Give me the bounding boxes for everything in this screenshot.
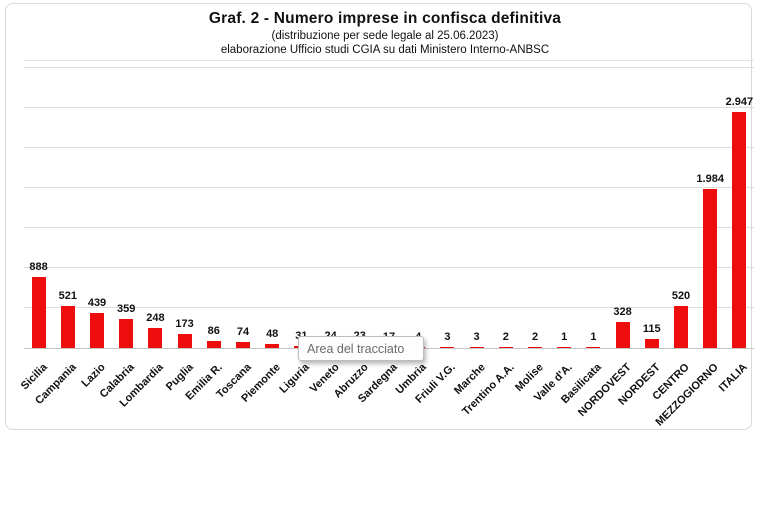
bar-Marche[interactable]: [469, 346, 484, 348]
bar-value-label: 74: [236, 326, 250, 339]
bar-Lombardia[interactable]: [148, 328, 163, 348]
bar-value-label: 328: [613, 305, 632, 318]
bar-value-label: 1.984: [696, 173, 724, 186]
bar-MEZZOGIORNO[interactable]: [703, 189, 718, 348]
x-axis-labels: Sicilia Campania Lazio Calabria Lombardia Pug…: [18, 354, 754, 440]
bar-value-label: 521: [58, 290, 77, 303]
gridline: [24, 187, 754, 188]
bar-value-label: 173: [175, 318, 194, 331]
bar-value-label: 888: [29, 260, 48, 273]
bar-Campania[interactable]: [60, 306, 75, 348]
gridline: [24, 307, 754, 308]
bar-value-label: 31: [295, 330, 307, 342]
bar-CENTRO[interactable]: [674, 306, 688, 348]
chart-area-tooltip-label: Area del tracciato: [307, 341, 405, 356]
bar-Sicilia[interactable]: [31, 276, 46, 348]
bar-value-label: 115: [642, 322, 661, 335]
bar-value-label: 3: [473, 330, 480, 343]
bar-value-label: 359: [117, 303, 136, 316]
bar-ITALIA[interactable]: [732, 112, 747, 348]
bar-value-label: 86: [207, 325, 220, 338]
bar-Molise[interactable]: [528, 346, 542, 348]
plot-area[interactable]: 8885214393592481738674483124231743322113…: [24, 60, 754, 348]
chart-frame[interactable]: Graf. 2 - Numero imprese in confisca def…: [5, 3, 754, 430]
gridline: [24, 227, 754, 228]
gridline: [24, 147, 754, 148]
bar-Toscana[interactable]: [236, 342, 250, 348]
bar-Emilia R.[interactable]: [206, 341, 221, 348]
bar-Valle d'A.[interactable]: [557, 346, 572, 348]
bar-Puglia[interactable]: [177, 334, 192, 348]
chart-area-tooltip: Area del tracciato: [298, 336, 424, 361]
bar-value-label: 3: [444, 330, 451, 343]
chart-title: Graf. 2 - Numero imprese in confisca def…: [208, 10, 562, 27]
bar-value-label: 1: [561, 330, 568, 343]
bar-value-label: 248: [146, 312, 165, 325]
chart-header: Graf. 2 - Numero imprese in confisca def…: [6, 10, 758, 56]
bar-Friuli V.G.[interactable]: [440, 346, 455, 348]
bar-value-label: 439: [87, 296, 107, 309]
bar-Basilicata[interactable]: [586, 346, 601, 348]
bar-Lazio[interactable]: [90, 312, 104, 348]
gridline: [24, 267, 754, 268]
bar-value-label: 2.947: [725, 96, 754, 109]
bar-Piemonte[interactable]: [265, 344, 280, 348]
bar-value-label: 2: [502, 330, 509, 343]
bar-NORDOVEST[interactable]: [615, 321, 630, 348]
chart-subtitle-2: elaborazione Ufficio studi CGIA su dati …: [220, 44, 550, 56]
spreadsheet-chart-page: Graf. 2 - Numero imprese in confisca def…: [5, 3, 754, 430]
gridline: [24, 67, 754, 68]
bar-value-label: 48: [266, 328, 279, 341]
bar-Calabria[interactable]: [119, 319, 134, 348]
gridline: [24, 107, 754, 108]
bar-Trentino A.A.[interactable]: [498, 346, 513, 348]
bar-value-label: 1: [590, 330, 597, 343]
bar-value-label: 520: [671, 290, 691, 303]
bar-NORDEST[interactable]: [644, 338, 659, 348]
chart-subtitle-1: (distribuzione per sede legale al 25.06.…: [271, 30, 499, 42]
bar-value-label: 2: [531, 330, 539, 343]
